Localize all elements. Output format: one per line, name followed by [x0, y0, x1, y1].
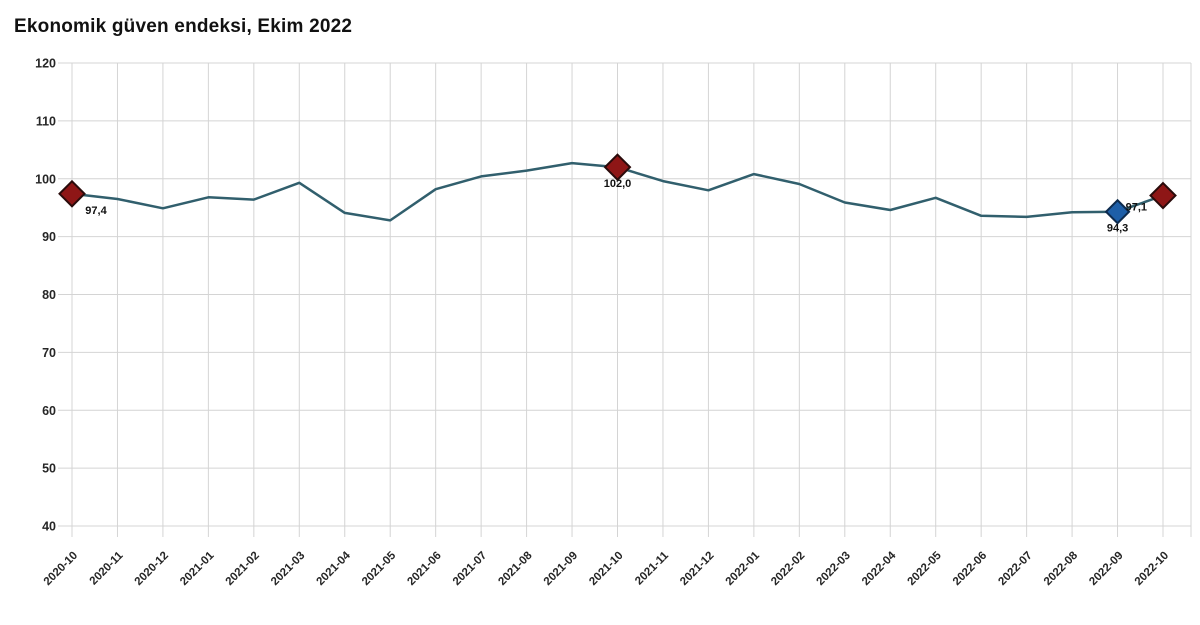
x-axis-tick-label: 2022-09 [1087, 550, 1125, 588]
x-axis-tick-label: 2021-10 [587, 550, 625, 588]
highlight-marker-diamond [1149, 181, 1177, 210]
y-axis-tick-label: 60 [42, 404, 56, 418]
x-axis-tick-label: 2022-05 [905, 549, 944, 588]
chart-title: Ekonomik güven endeksi, Ekim 2022 [14, 16, 353, 37]
x-axis-tick-label: 2020-11 [88, 549, 126, 587]
x-axis-tick-label: 2021-01 [178, 549, 217, 588]
x-axis-tick-label: 2020-10 [42, 550, 80, 588]
x-axis-tick-label: 2022-03 [815, 550, 853, 588]
marker-value-label: 94,3 [1107, 223, 1128, 235]
highlight-marker-diamond [603, 153, 632, 182]
highlight-marker-diamond [58, 179, 86, 208]
y-axis-tick-label: 40 [42, 520, 56, 534]
x-axis-tick-label: 2021-04 [315, 549, 354, 588]
x-axis-tick-label: 2021-12 [678, 550, 716, 588]
x-axis-tick-label: 2021-06 [405, 550, 443, 588]
y-axis-tick-label: 120 [35, 57, 56, 71]
x-axis-tick-label: 2021-08 [496, 549, 535, 588]
x-axis-tick-label: 2022-01 [724, 549, 763, 588]
x-axis-tick-label: 2021-02 [224, 550, 262, 588]
marker-value-label: 97,4 [85, 205, 107, 217]
highlight-marker-diamond [1104, 198, 1131, 225]
x-axis-tick-label: 2021-07 [451, 550, 489, 588]
x-axis-tick-label: 2020-12 [133, 550, 171, 588]
y-axis-tick-label: 80 [42, 288, 56, 302]
x-axis-tick-label: 2022-04 [860, 549, 899, 588]
x-axis-tick-label: 2021-03 [269, 550, 307, 588]
y-axis-tick-label: 90 [42, 230, 56, 244]
x-axis-tick-label: 2021-09 [542, 550, 580, 588]
x-axis-tick-label: 2022-06 [951, 550, 989, 588]
x-axis-tick-label: 2022-08 [1042, 549, 1081, 588]
y-axis-tick-label: 100 [35, 172, 56, 186]
x-axis-tick-label: 2022-07 [996, 550, 1034, 588]
x-axis-tick-label: 2021-11 [633, 549, 671, 587]
marker-value-label: 97,1 [1126, 202, 1147, 214]
y-axis-tick-label: 70 [42, 346, 56, 360]
x-axis-tick-label: 2021-05 [360, 549, 399, 588]
marker-value-label: 102,0 [604, 178, 632, 190]
y-axis-tick-label: 50 [42, 462, 56, 476]
y-axis-tick-label: 110 [36, 114, 56, 128]
x-axis-tick-label: 2022-02 [769, 550, 807, 588]
x-axis-tick-label: 2022-10 [1133, 550, 1171, 588]
